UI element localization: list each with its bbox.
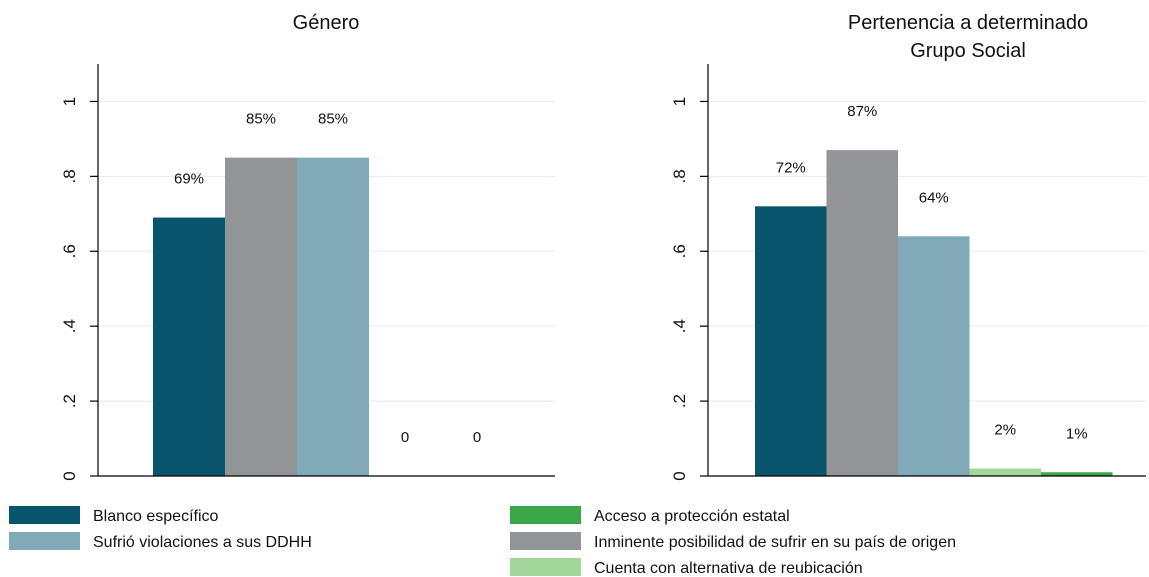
- y-tick-label: .2: [670, 394, 689, 408]
- bar: [755, 206, 827, 476]
- data-label: 85%: [246, 111, 276, 128]
- y-tick-label: .4: [60, 319, 79, 333]
- bar: [898, 236, 970, 476]
- y-tick-label: .8: [670, 169, 689, 183]
- legend-label: Blanco específico: [93, 508, 219, 525]
- bar: [969, 468, 1041, 476]
- data-label: 64%: [919, 189, 949, 206]
- y-tick-label: 1: [60, 97, 79, 106]
- data-label: 0: [401, 429, 409, 446]
- data-label: 1%: [1066, 425, 1088, 442]
- legend-swatch: [510, 532, 581, 550]
- y-tick-label: .4: [670, 319, 689, 333]
- data-label: 72%: [776, 159, 806, 176]
- y-tick-label: .6: [670, 244, 689, 258]
- y-tick-label: .8: [60, 169, 79, 183]
- legend-label: Cuenta con alternativa de reubicación: [594, 560, 863, 577]
- bar: [826, 150, 898, 477]
- legend-label: Inminente posibilidad de sufrir en su pa…: [594, 534, 956, 551]
- legend-label: Sufrió violaciones a sus DDHH: [93, 534, 312, 551]
- legend-label: Acceso a protección estatal: [594, 508, 790, 525]
- panel-title: Grupo Social: [910, 40, 1026, 62]
- y-tick-label: .2: [60, 394, 79, 408]
- bar: [225, 157, 297, 477]
- y-tick-label: 1: [670, 97, 689, 106]
- bar: [153, 217, 225, 476]
- data-label: 69%: [174, 171, 204, 188]
- data-label: 87%: [847, 103, 877, 120]
- panel-title: Pertenencia a determinado: [848, 12, 1088, 34]
- legend-swatch: [510, 558, 581, 576]
- legend-swatch: [510, 506, 581, 524]
- data-label: 85%: [318, 111, 348, 128]
- data-label: 0: [473, 429, 481, 446]
- legend-swatch: [9, 506, 80, 524]
- data-label: 2%: [994, 422, 1016, 439]
- y-tick-label: 0: [670, 471, 689, 480]
- legend-swatch: [9, 532, 80, 550]
- y-tick-label: .6: [60, 244, 79, 258]
- bar: [1041, 472, 1113, 476]
- y-tick-label: 0: [60, 471, 79, 480]
- panel-title: Género: [293, 12, 360, 34]
- bar: [297, 157, 369, 477]
